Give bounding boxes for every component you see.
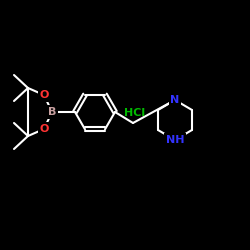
Text: O: O [39,90,49,100]
Text: NH: NH [166,135,184,145]
Text: HCl: HCl [124,108,146,118]
Text: B: B [48,107,56,117]
Text: O: O [39,124,49,134]
Text: N: N [170,95,179,105]
